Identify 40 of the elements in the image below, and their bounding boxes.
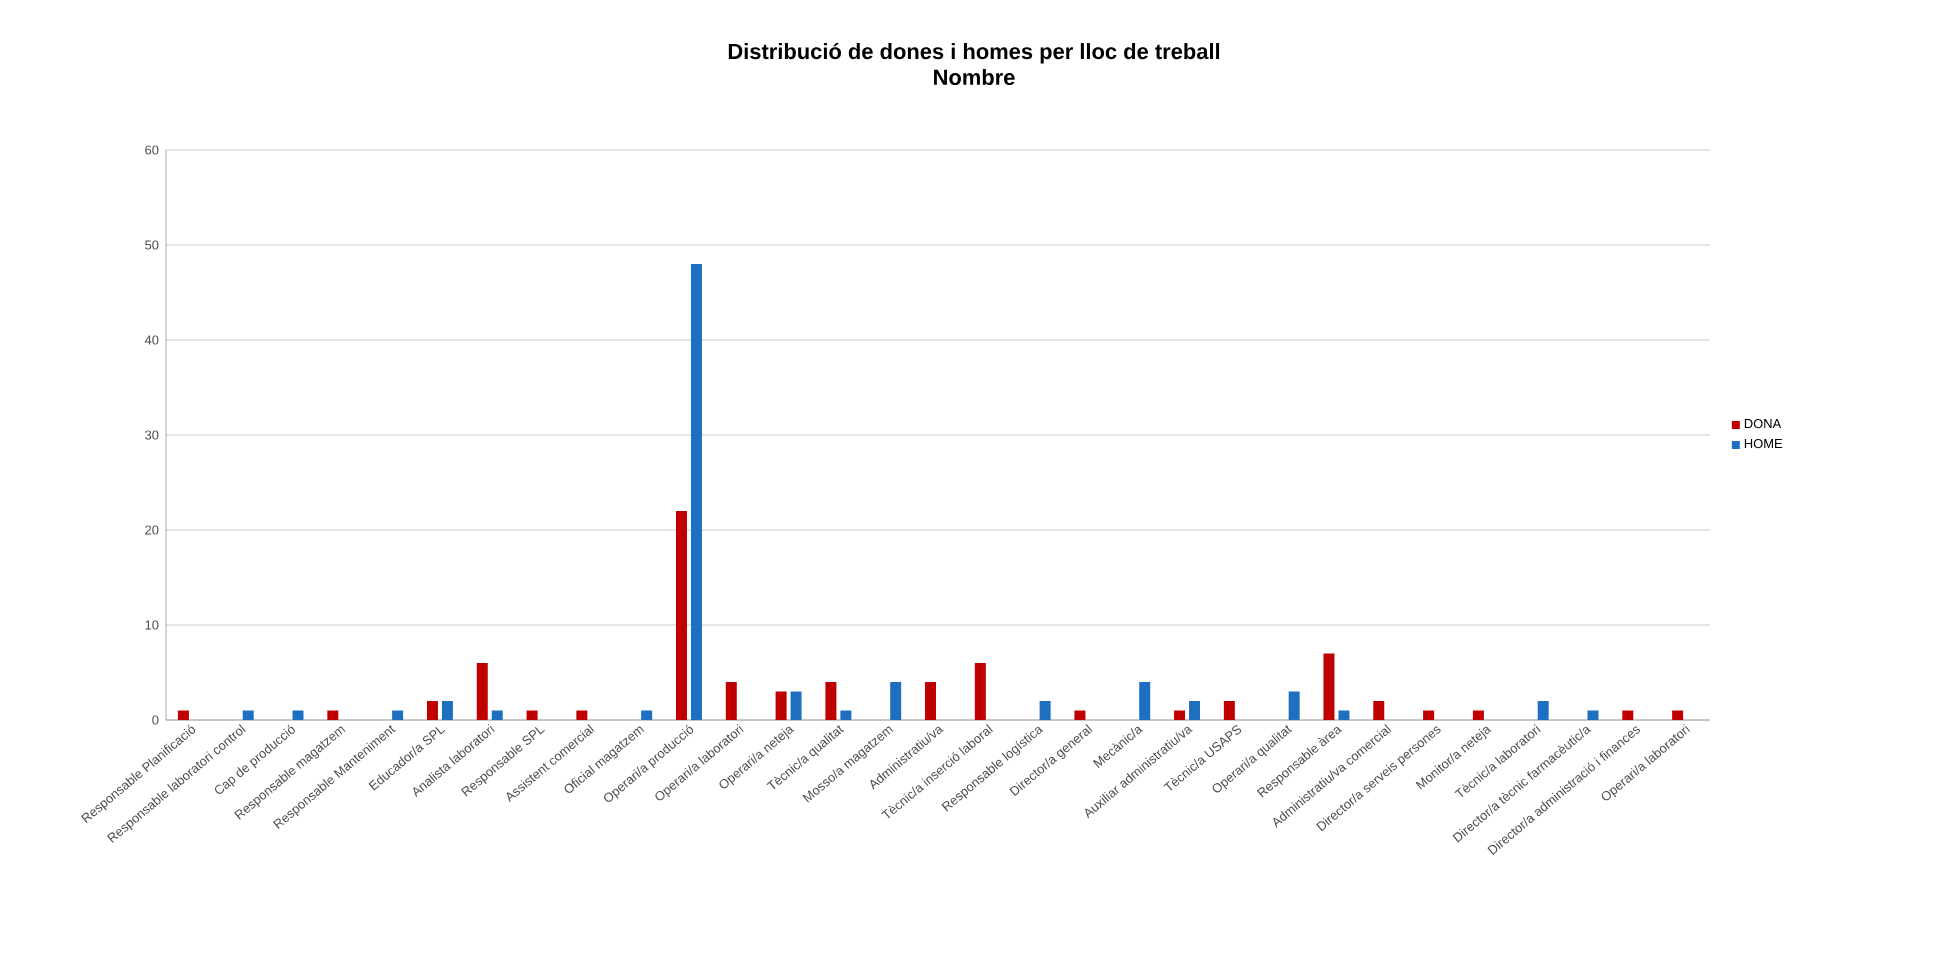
bar <box>725 682 737 720</box>
bar <box>426 701 438 720</box>
chart-subtitle: Nombre <box>934 69 1015 86</box>
bar <box>327 710 339 720</box>
bar <box>1373 701 1385 720</box>
bar <box>242 710 254 720</box>
bar <box>491 710 503 720</box>
bar <box>1174 710 1186 720</box>
bar <box>1622 710 1634 720</box>
bar <box>1338 710 1350 720</box>
bar <box>690 264 702 720</box>
bar <box>1039 701 1051 720</box>
bar <box>1288 691 1300 720</box>
bar <box>790 691 802 720</box>
bar <box>392 710 404 720</box>
bar <box>1587 710 1599 720</box>
bar <box>675 511 687 720</box>
bar <box>925 682 937 720</box>
bar <box>641 710 653 720</box>
bar <box>1472 710 1484 720</box>
bar <box>840 710 852 720</box>
bar <box>1139 682 1151 720</box>
bar <box>441 701 453 720</box>
bar <box>1323 653 1335 720</box>
bar <box>1074 710 1086 720</box>
bar <box>1672 710 1684 720</box>
chart-title: Distribució de dones i homes per lloc de treball <box>728 42 1220 64</box>
bar <box>526 710 538 720</box>
bar <box>825 682 837 720</box>
bar <box>974 663 986 720</box>
bar <box>292 710 304 720</box>
bar <box>476 663 488 720</box>
bar <box>775 691 787 720</box>
bar <box>576 710 588 720</box>
bar <box>890 682 902 720</box>
bar <box>1189 701 1201 720</box>
bar <box>177 710 189 720</box>
bar <box>1223 701 1235 720</box>
bar <box>1423 710 1435 720</box>
bar <box>1537 701 1549 720</box>
